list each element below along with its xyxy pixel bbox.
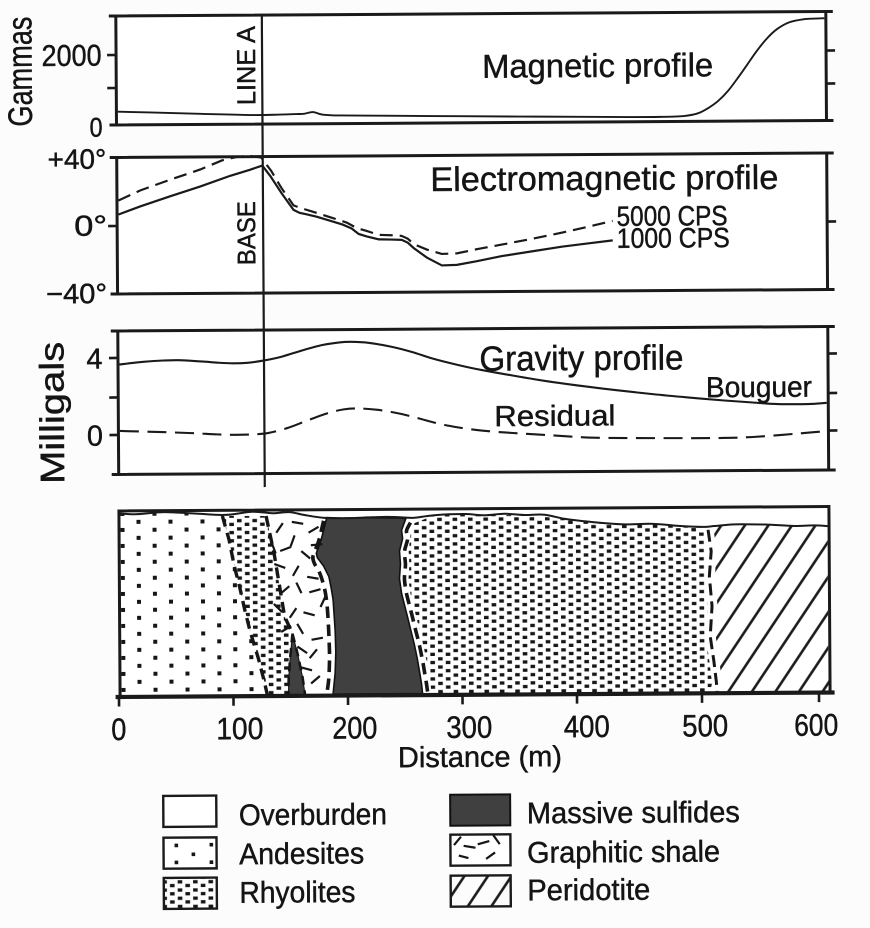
svg-text:5000 CPS: 5000 CPS xyxy=(616,200,727,232)
svg-text:0: 0 xyxy=(111,712,126,747)
svg-text:Andesites: Andesites xyxy=(239,837,364,871)
svg-text:0°: 0° xyxy=(74,211,107,243)
svg-text:Gammas: Gammas xyxy=(1,16,40,126)
svg-text:1000 CPS: 1000 CPS xyxy=(617,222,730,254)
svg-text:Magnetic profile: Magnetic profile xyxy=(482,46,713,84)
svg-text:4: 4 xyxy=(86,344,102,376)
svg-text:BASE: BASE xyxy=(233,201,261,265)
svg-text:Bouguer: Bouguer xyxy=(706,372,813,405)
svg-text:400: 400 xyxy=(564,709,610,744)
svg-text:+40°: +40° xyxy=(48,144,107,175)
svg-text:2000: 2000 xyxy=(41,40,101,73)
svg-text:Massive sulfides: Massive sulfides xyxy=(527,796,740,830)
svg-text:600: 600 xyxy=(794,707,838,742)
svg-text:Overburden: Overburden xyxy=(239,798,387,832)
svg-text:200: 200 xyxy=(332,710,377,745)
svg-text:Graphitic shale: Graphitic shale xyxy=(527,836,720,870)
svg-text:Residual: Residual xyxy=(494,400,615,433)
svg-text:Rhyolites: Rhyolites xyxy=(239,876,355,910)
svg-text:LINE A: LINE A xyxy=(231,25,261,105)
svg-text:0: 0 xyxy=(90,113,103,143)
svg-text:Milligals: Milligals xyxy=(33,342,72,484)
svg-text:Distance (m): Distance (m) xyxy=(398,741,562,774)
svg-text:0: 0 xyxy=(87,421,103,453)
svg-text:Electromagnetic profile: Electromagnetic profile xyxy=(430,159,778,199)
svg-text:300: 300 xyxy=(446,710,492,745)
svg-text:−40°: −40° xyxy=(46,278,107,309)
svg-text:500: 500 xyxy=(682,708,728,743)
svg-text:Peridotite: Peridotite xyxy=(527,874,650,908)
svg-text:100: 100 xyxy=(216,711,263,746)
svg-text:Gravity profile: Gravity profile xyxy=(479,338,683,378)
